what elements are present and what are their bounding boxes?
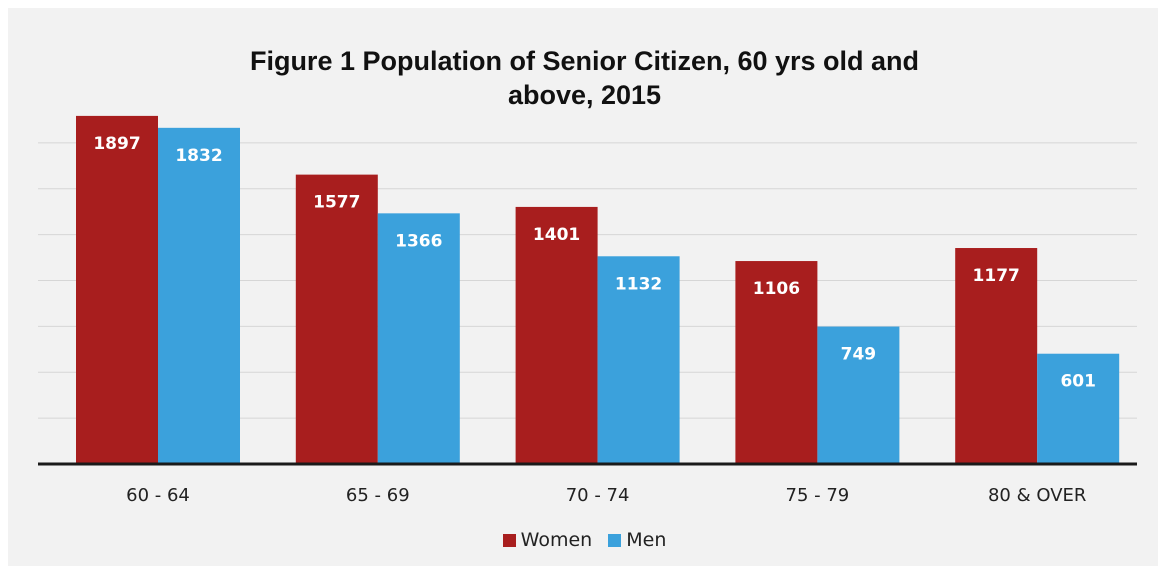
bar-men <box>158 127 240 464</box>
x-tick-label: 75 - 79 <box>786 485 850 506</box>
bar-men <box>597 256 680 464</box>
data-label: 1577 <box>313 193 360 213</box>
legend-swatch-men <box>608 533 622 547</box>
chart-title-line-1: Figure 1 Population of Senior Citizen, 6… <box>249 46 920 76</box>
data-label: 1832 <box>175 146 222 166</box>
bar-women <box>76 115 158 464</box>
legend-item-women: Women <box>502 529 593 551</box>
legend-label-men: Men <box>626 529 667 551</box>
bar-women <box>955 248 1038 464</box>
bar-women <box>735 261 818 464</box>
x-tick-label: 65 - 69 <box>346 485 410 506</box>
data-label: 1401 <box>533 225 580 245</box>
data-label: 601 <box>1060 372 1096 392</box>
legend-swatch-women <box>502 533 516 547</box>
x-tick-label: 80 & OVER <box>988 485 1086 506</box>
data-label: 749 <box>841 345 877 365</box>
bar-men <box>1037 353 1120 464</box>
x-tick-label: 70 - 74 <box>566 485 630 506</box>
chart-legend: Women Men <box>0 529 1169 552</box>
legend-label-women: Women <box>520 529 593 551</box>
legend-item-men: Men <box>608 529 666 551</box>
data-label: 1366 <box>395 231 442 251</box>
chart-title: Figure 1 Population of Senior Citizen, 6… <box>0 44 1169 112</box>
data-label: 1177 <box>973 266 1020 286</box>
bar-women <box>515 206 598 464</box>
bar-men <box>377 213 460 464</box>
data-label: 1106 <box>753 279 800 299</box>
data-label: 1897 <box>93 134 140 154</box>
chart-title-line-2: above, 2015 <box>507 80 662 110</box>
data-label: 1132 <box>615 274 662 294</box>
x-tick-label: 60 - 64 <box>126 485 190 506</box>
series-women: 1897 1577 1401 1106 1177 <box>76 115 1038 465</box>
series-men: 1832 1366 1132 749 601 <box>158 127 1120 464</box>
bar-women <box>295 174 378 465</box>
bar-men <box>817 326 900 464</box>
